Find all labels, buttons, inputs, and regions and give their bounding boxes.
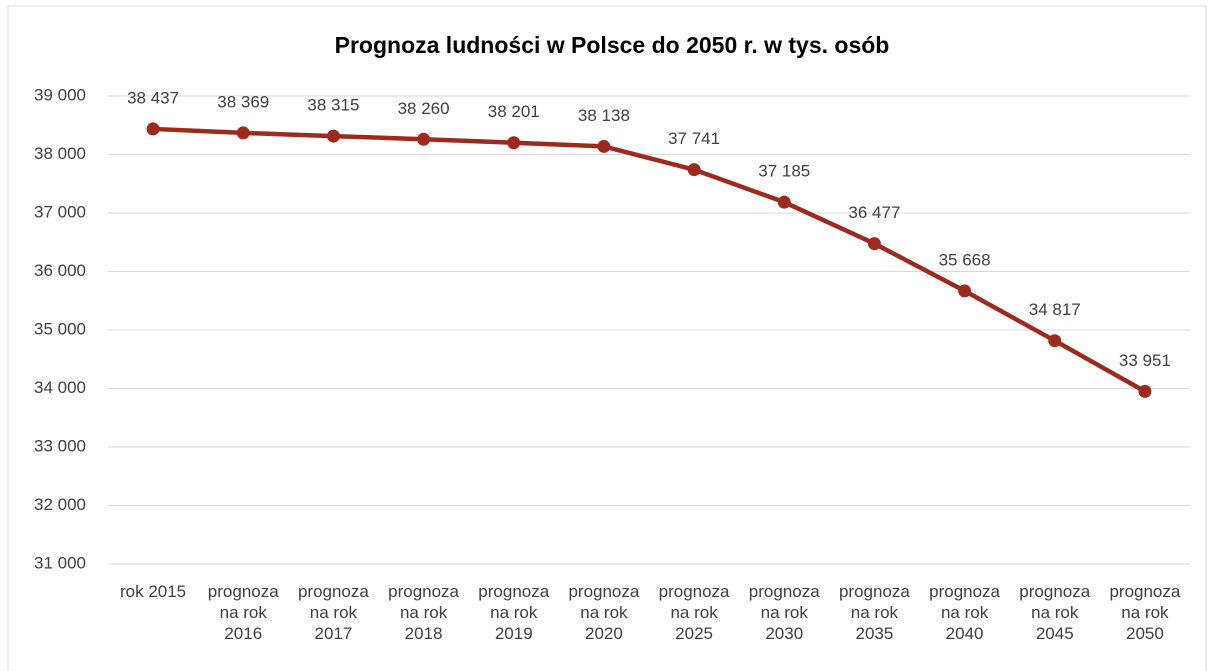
y-tick-label: 39 000	[34, 85, 86, 104]
x-tick-label: prognoza na rok 2040	[929, 582, 1001, 643]
data-point	[597, 139, 611, 153]
x-tick-label: prognoza na rok 2030	[748, 582, 820, 643]
data-point	[417, 132, 431, 146]
x-tick-label: prognoza na rok 2050	[1109, 582, 1181, 643]
y-tick-label: 37 000	[34, 202, 86, 221]
data-label: 35 668	[939, 250, 991, 269]
data-point	[1138, 384, 1152, 398]
data-point	[236, 126, 250, 140]
x-tick-label: prognoza na rok 2045	[1019, 582, 1091, 643]
data-point	[777, 195, 791, 209]
data-point	[1048, 334, 1062, 348]
x-tick-label: prognoza na rok 2020	[568, 582, 640, 643]
data-label: 37 185	[758, 162, 810, 181]
data-point	[867, 237, 881, 251]
y-tick-label: 35 000	[34, 319, 86, 338]
data-point	[146, 122, 160, 136]
data-label: 36 477	[848, 203, 900, 222]
data-label: 38 138	[578, 106, 630, 125]
data-line	[152, 126, 1147, 394]
data-point	[687, 163, 701, 177]
y-tick-label: 36 000	[34, 261, 86, 280]
y-tick-label: 33 000	[34, 436, 86, 455]
x-tick-label: rok 2015	[119, 582, 187, 601]
x-tick-label: prognoza na rok 2017	[297, 582, 369, 643]
y-tick-label: 38 000	[34, 144, 86, 163]
y-tick-label: 31 000	[34, 553, 86, 572]
data-label: 38 260	[398, 99, 450, 118]
data-label: 38 369	[217, 92, 269, 111]
y-tick-label: 34 000	[34, 378, 86, 397]
data-label: 38 437	[127, 88, 179, 107]
data-label: 38 201	[488, 102, 540, 121]
data-label: 38 315	[307, 96, 359, 115]
x-tick-label: prognoza na rok 2019	[478, 582, 550, 643]
x-tick-label: prognoza na rok 2018	[388, 582, 460, 643]
chart-title: Prognoza ludności w Polsce do 2050 r. w …	[335, 32, 890, 58]
data-label: 34 817	[1029, 300, 1081, 319]
data-point	[507, 136, 521, 150]
x-tick-label: prognoza na rok 2016	[207, 582, 279, 643]
x-tick-label: prognoza na rok 2035	[838, 582, 910, 643]
data-label: 33 951	[1119, 351, 1171, 370]
x-tick-label: prognoza na rok 2025	[658, 582, 730, 643]
data-point	[326, 129, 340, 143]
y-tick-label: 32 000	[34, 495, 86, 514]
data-label: 37 741	[668, 129, 720, 148]
chart-border	[7, 5, 1207, 671]
data-point	[958, 284, 972, 298]
